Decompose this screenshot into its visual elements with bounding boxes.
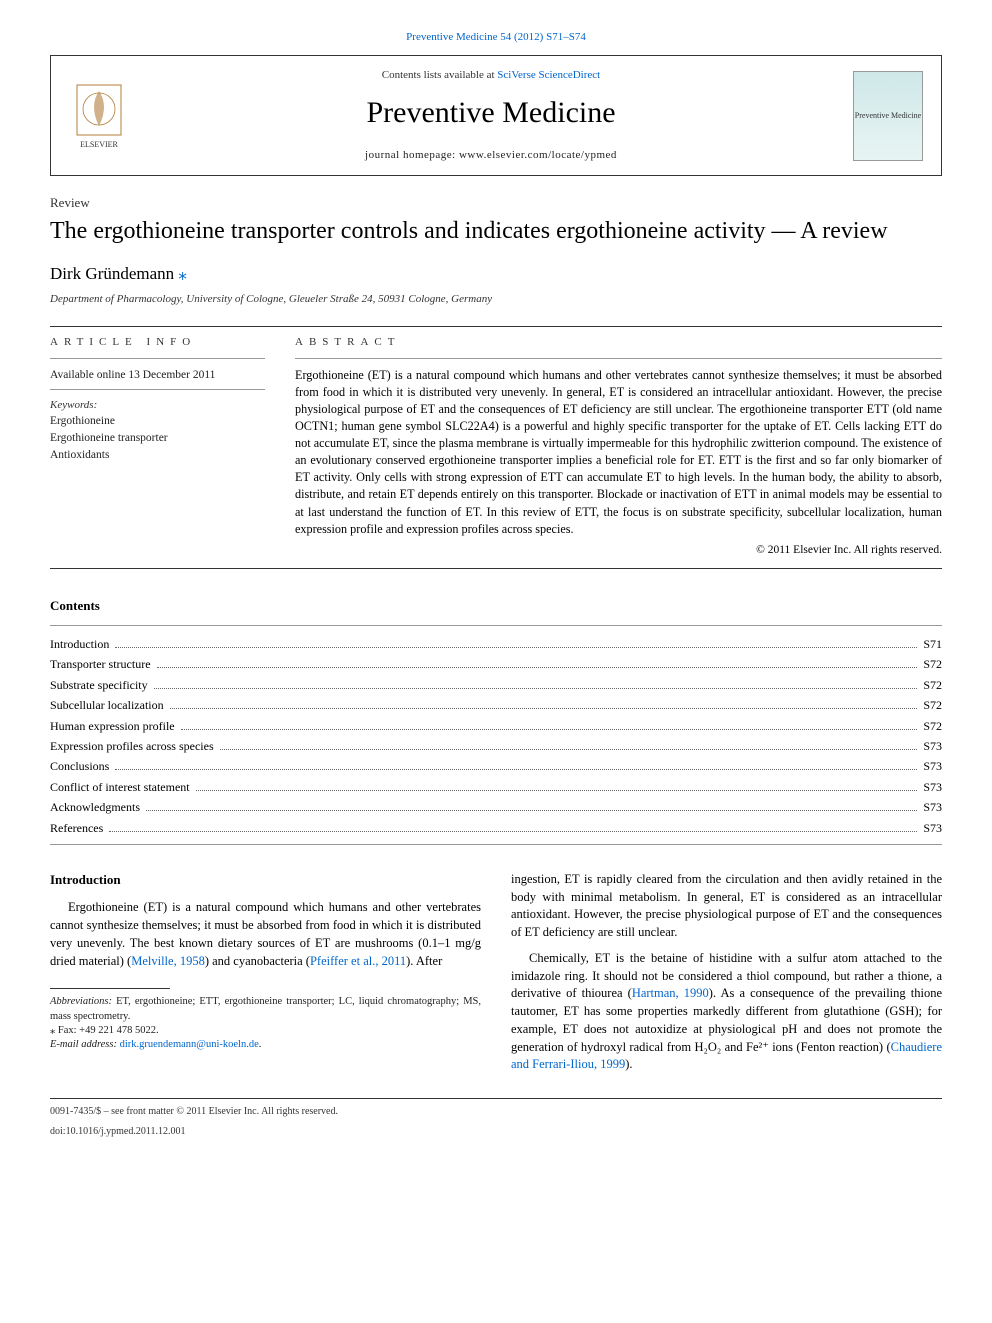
svg-text:ELSEVIER: ELSEVIER <box>80 140 118 149</box>
bottom-rule <box>50 1098 942 1099</box>
keyword: Ergothioneine transporter <box>50 430 265 447</box>
toc-row[interactable]: References S73 <box>50 818 942 838</box>
intro-p1: Ergothioneine (ET) is a natural compound… <box>50 899 481 970</box>
toc-page: S73 <box>923 777 942 797</box>
contents-bottom-sep <box>50 844 942 845</box>
toc-dots <box>220 749 918 750</box>
contents-head: Contents <box>50 597 942 615</box>
toc-page: S73 <box>923 756 942 776</box>
abstract-block: ABSTRACT Ergothioneine (ET) is a natural… <box>295 335 942 558</box>
toc-page: S73 <box>923 818 942 838</box>
keywords-head: Keywords: <box>50 398 265 413</box>
article-title: The ergothioneine transporter controls a… <box>50 216 942 246</box>
toc: IntroductionS71Transporter structureS72S… <box>50 634 942 838</box>
toc-dots <box>115 647 917 648</box>
author-name: Dirk Gründemann <box>50 264 174 283</box>
email-footnote: E-mail address: dirk.gruendemann@uni-koe… <box>50 1038 481 1052</box>
doi-line: doi:10.1016/j.ypmed.2011.12.001 <box>50 1125 942 1139</box>
toc-row[interactable]: Human expression profile S72 <box>50 716 942 736</box>
top-rule <box>50 326 942 327</box>
toc-dots <box>109 831 917 832</box>
toc-label: Subcellular localization <box>50 695 164 715</box>
info-sep-1 <box>50 358 265 359</box>
toc-row[interactable]: Acknowledgments S73 <box>50 797 942 817</box>
toc-label: Introduction <box>50 634 109 654</box>
toc-label: Conflict of interest statement <box>50 777 190 797</box>
abstract-head: ABSTRACT <box>295 335 942 350</box>
info-abstract-row: ARTICLE INFO Available online 13 Decembe… <box>50 335 942 558</box>
article-type: Review <box>50 194 942 212</box>
body-col-left: Introduction Ergothioneine (ET) is a nat… <box>50 871 481 1082</box>
toc-label: Substrate specificity <box>50 675 148 695</box>
toc-page: S72 <box>923 695 942 715</box>
journal-homepage: journal homepage: www.elsevier.com/locat… <box>147 148 835 163</box>
toc-dots <box>115 769 917 770</box>
ref-link[interactable]: Hartman, 1990 <box>632 986 709 1000</box>
toc-label: Expression profiles across species <box>50 736 214 756</box>
toc-row[interactable]: Conflict of interest statement S73 <box>50 777 942 797</box>
info-sep-2 <box>50 389 265 390</box>
doi-link[interactable]: 10.1016/j.ypmed.2011.12.001 <box>66 1126 186 1137</box>
issn-line: 0091-7435/$ – see front matter © 2011 El… <box>50 1105 942 1119</box>
author: Dirk Gründemann ⁎ <box>50 262 942 286</box>
abstract-sep <box>295 358 942 359</box>
toc-label: Conclusions <box>50 756 109 776</box>
intro-p2: ingestion, ET is rapidly cleared from th… <box>511 871 942 942</box>
intro-p3: Chemically, ET is the betaine of histidi… <box>511 950 942 1074</box>
corresponding-symbol[interactable]: ⁎ <box>178 264 187 283</box>
toc-label: Acknowledgments <box>50 797 140 817</box>
abstract-text: Ergothioneine (ET) is a natural compound… <box>295 367 942 538</box>
toc-dots <box>181 729 918 730</box>
elsevier-logo: ELSEVIER <box>69 81 129 151</box>
available-online: Available online 13 December 2011 <box>50 367 265 383</box>
toc-dots <box>170 708 918 709</box>
toc-dots <box>146 810 917 811</box>
toc-row[interactable]: Introduction S71 <box>50 634 942 654</box>
article-info: ARTICLE INFO Available online 13 Decembe… <box>50 335 265 558</box>
body-columns: Introduction Ergothioneine (ET) is a nat… <box>50 871 942 1082</box>
toc-row[interactable]: Expression profiles across species S73 <box>50 736 942 756</box>
toc-label: References <box>50 818 103 838</box>
toc-row[interactable]: Transporter structure S72 <box>50 654 942 674</box>
email-link[interactable]: dirk.gruendemann@uni-koeln.de <box>120 1039 259 1050</box>
journal-header: ELSEVIER Contents lists available at Sci… <box>50 55 942 176</box>
contents-lists-line: Contents lists available at SciVerse Sci… <box>147 68 835 83</box>
intro-head: Introduction <box>50 871 481 889</box>
mid-rule <box>50 568 942 569</box>
footnote-rule <box>50 988 170 989</box>
ref-link[interactable]: Melville, 1958 <box>131 954 205 968</box>
ref-link[interactable]: Pfeiffer et al., 2011 <box>310 954 406 968</box>
journal-citation: Preventive Medicine 54 (2012) S71–S74 <box>50 30 942 45</box>
keyword: Antioxidants <box>50 447 265 464</box>
toc-page: S72 <box>923 716 942 736</box>
journal-citation-link[interactable]: Preventive Medicine 54 (2012) S71–S74 <box>406 31 586 43</box>
toc-label: Human expression profile <box>50 716 175 736</box>
article-info-head: ARTICLE INFO <box>50 335 265 350</box>
toc-page: S72 <box>923 654 942 674</box>
toc-row[interactable]: Substrate specificity S72 <box>50 675 942 695</box>
toc-dots <box>157 667 918 668</box>
sciencedirect-link[interactable]: SciVerse ScienceDirect <box>497 69 600 81</box>
toc-label: Transporter structure <box>50 654 151 674</box>
toc-page: S72 <box>923 675 942 695</box>
body-col-right: ingestion, ET is rapidly cleared from th… <box>511 871 942 1082</box>
contents-top-sep <box>50 625 942 626</box>
fax-footnote: ⁎ Fax: +49 221 478 5022. <box>50 1024 481 1038</box>
toc-dots <box>154 688 918 689</box>
toc-row[interactable]: Subcellular localization S72 <box>50 695 942 715</box>
toc-page: S73 <box>923 736 942 756</box>
affiliation: Department of Pharmacology, University o… <box>50 292 942 307</box>
journal-cover-thumb: Preventive Medicine <box>853 71 923 161</box>
keyword: Ergothioneine <box>50 413 265 430</box>
abstract-copyright: © 2011 Elsevier Inc. All rights reserved… <box>295 542 942 558</box>
toc-page: S71 <box>923 634 942 654</box>
header-center: Contents lists available at SciVerse Sci… <box>147 68 835 163</box>
toc-page: S73 <box>923 797 942 817</box>
abbreviations-footnote: Abbreviations: ET, ergothioneine; ETT, e… <box>50 995 481 1023</box>
journal-title: Preventive Medicine <box>147 92 835 134</box>
toc-row[interactable]: Conclusions S73 <box>50 756 942 776</box>
toc-dots <box>196 790 918 791</box>
